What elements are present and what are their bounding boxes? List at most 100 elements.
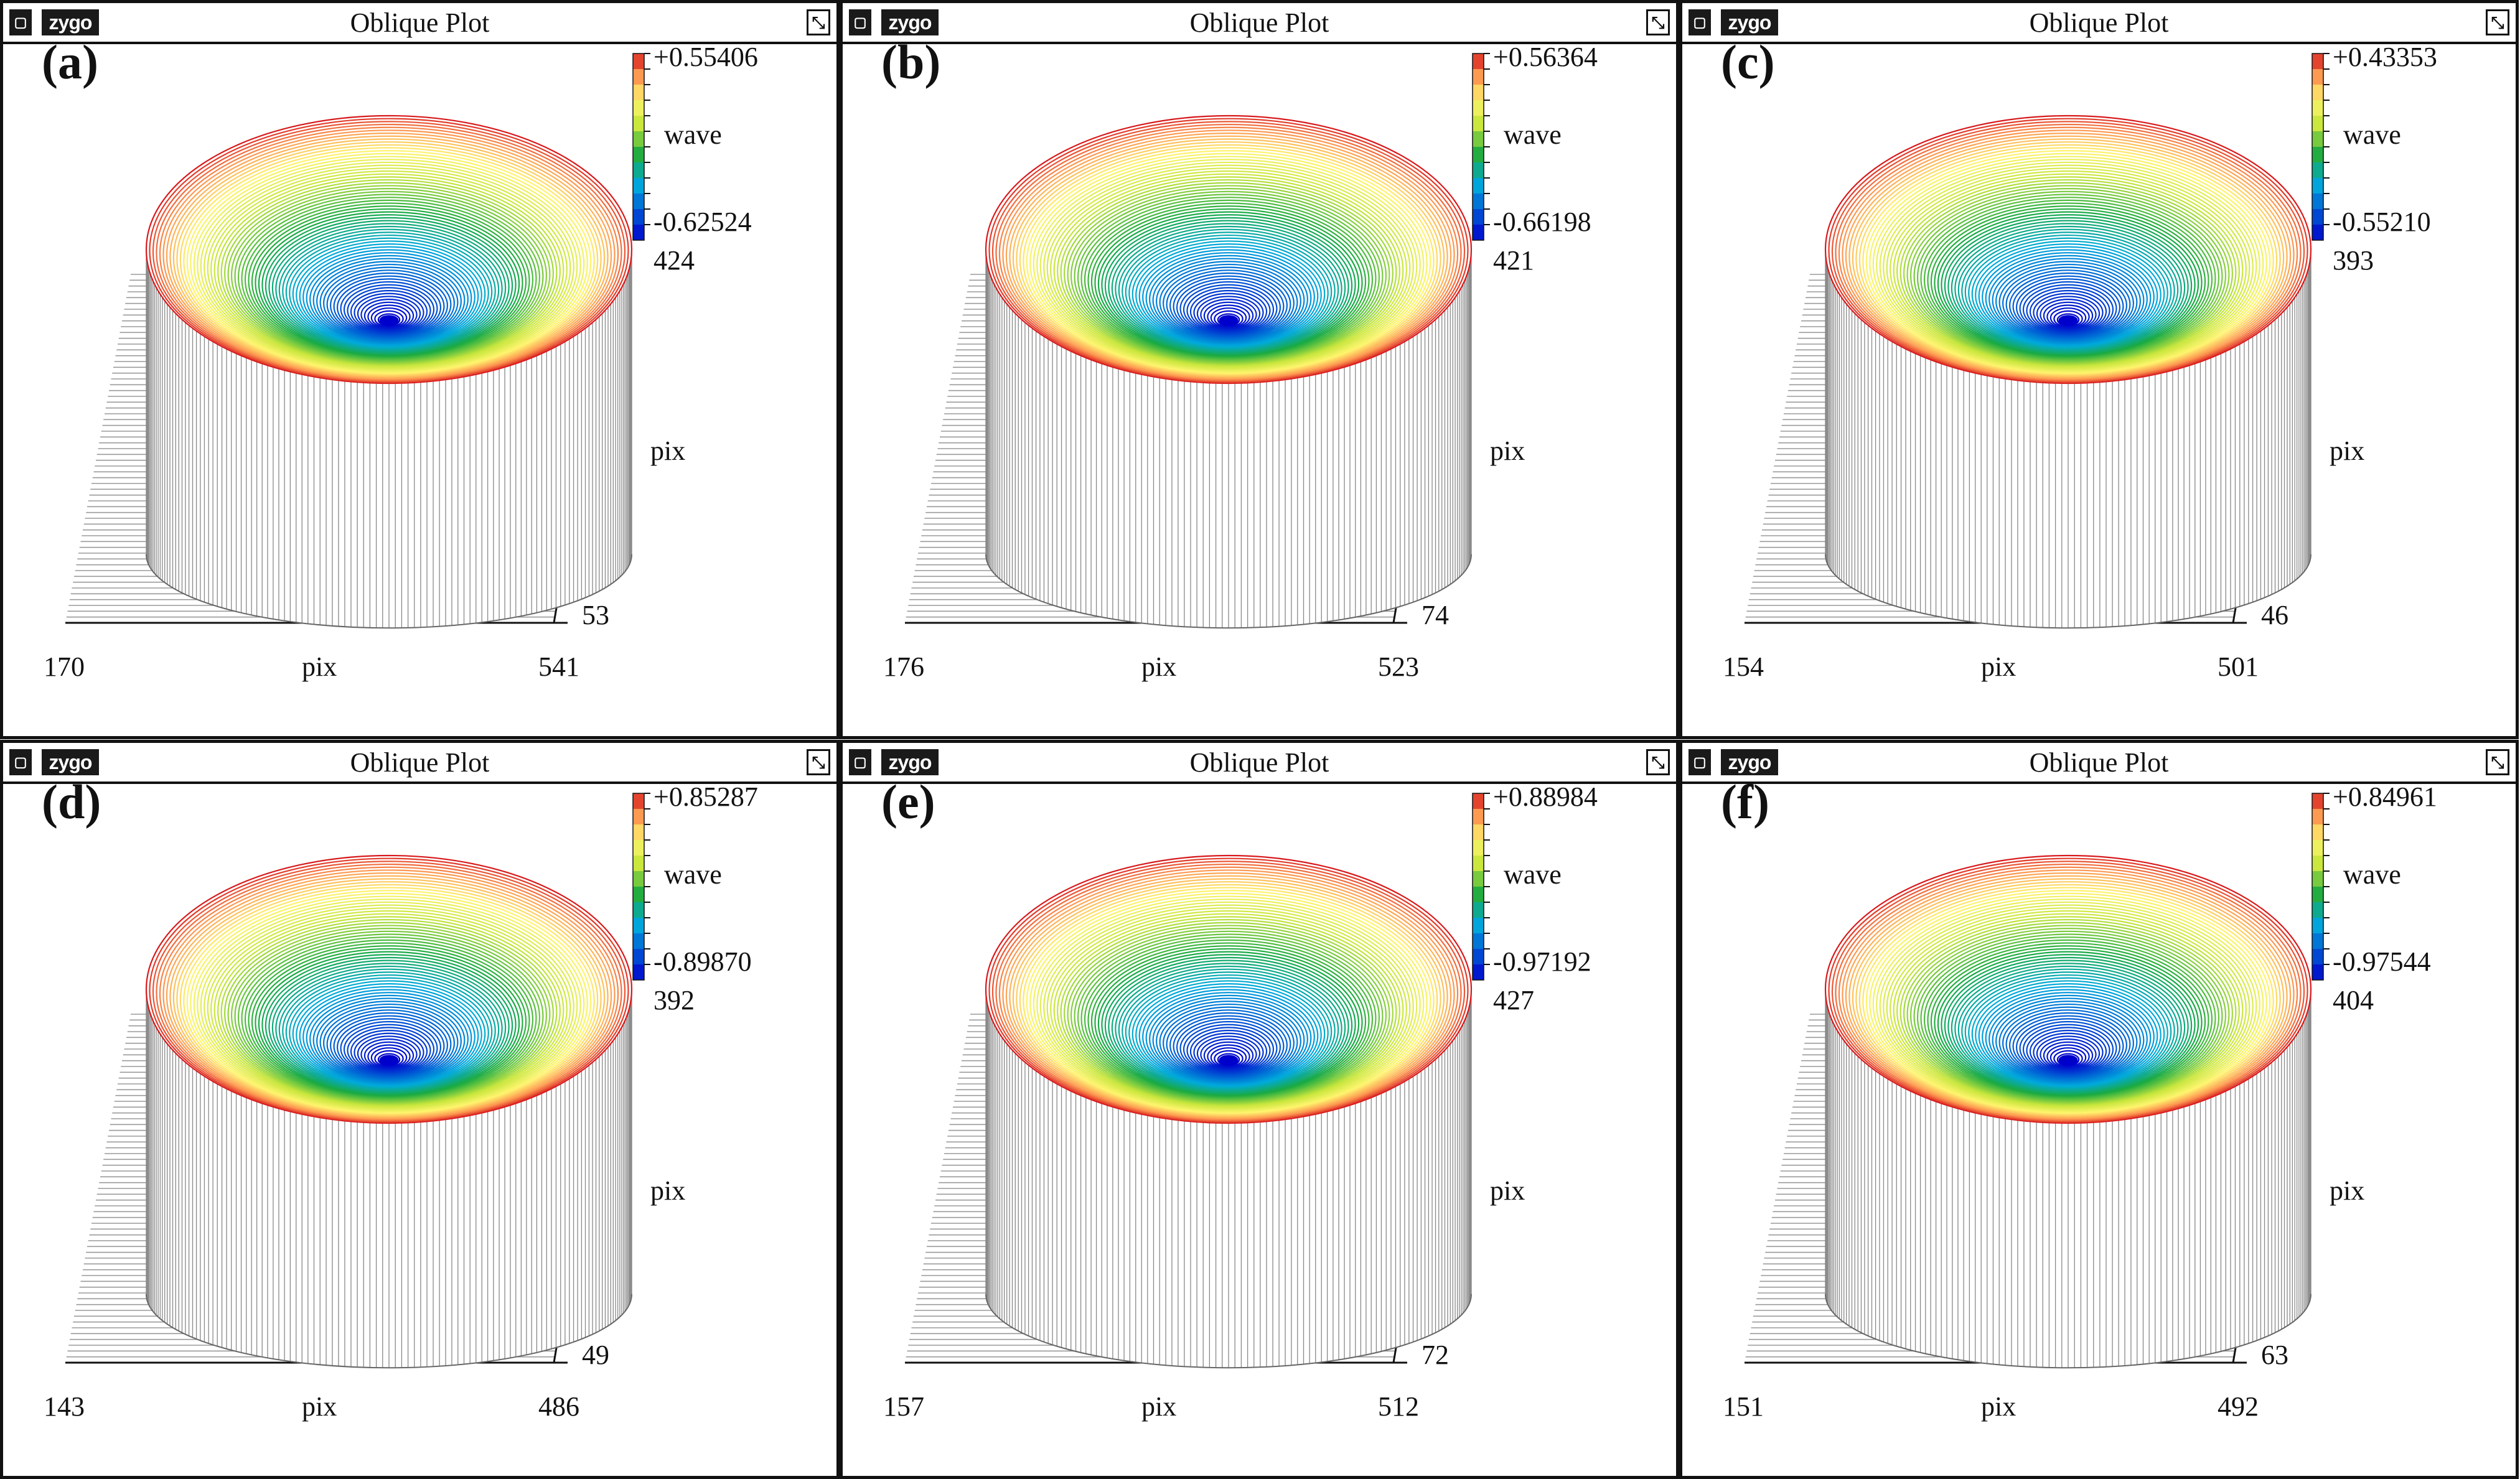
contour-ring [1016, 141, 1441, 376]
contour-ring [340, 281, 438, 336]
system-menu-button[interactable]: ▢ [849, 749, 871, 775]
contour-ring [1920, 936, 2216, 1101]
color-scale-segment [1473, 209, 1484, 225]
window-title: Oblique Plot [2029, 7, 2169, 38]
contour-ring [1016, 881, 1441, 1116]
contour-ring [1865, 150, 2271, 374]
contour-ring [1189, 289, 1268, 334]
contour-ring [2005, 269, 2131, 340]
panel-label: (a) [42, 44, 98, 89]
surface-contours [145, 114, 633, 385]
contour-ring [1835, 123, 2302, 382]
contour-ring [367, 1044, 411, 1069]
contour-ring [1995, 261, 2141, 342]
contour-ring [333, 1015, 445, 1078]
contour-ring [1207, 1044, 1250, 1069]
contour-ring [1046, 167, 1411, 369]
contour-ring [2029, 289, 2107, 334]
color-scale-segment [1473, 178, 1484, 194]
window-resize-button[interactable]: ⤡ [2486, 749, 2509, 775]
contour-ring [1899, 918, 2237, 1106]
contour-ring [220, 918, 558, 1106]
contour-ring [159, 126, 619, 381]
contour-ring [162, 129, 616, 380]
contour-ring [296, 243, 482, 347]
contour-ring [316, 261, 462, 342]
wall-base [146, 1294, 632, 1369]
contour-ring [230, 188, 548, 363]
color-scale [632, 53, 650, 241]
contour-ring [1828, 118, 2308, 383]
contour-ring [2033, 1032, 2104, 1073]
zygo-logo: zygo [42, 749, 99, 775]
contour-ring [319, 263, 459, 341]
window-resize-button[interactable]: ⤡ [807, 749, 830, 775]
contour-ring [289, 237, 489, 348]
panel-label: (c) [1721, 44, 1775, 89]
contour-ring [176, 141, 602, 376]
system-menu-button[interactable]: ▢ [849, 9, 871, 35]
contour-ring [1998, 1003, 2138, 1081]
oblique-surface-plot: (e) +0.88984 wave -0.97192 427 pix 72 157 pix 512 [881, 784, 1598, 1422]
contour-ring [1923, 199, 2213, 360]
color-scale-segment [1473, 162, 1484, 179]
contour-ring [1145, 252, 1312, 345]
contour-ring [1978, 246, 2158, 346]
contour-ring [1982, 249, 2155, 345]
system-menu-button[interactable]: ▢ [9, 9, 32, 35]
contour-ring [2026, 1027, 2110, 1074]
contour-ring [1883, 904, 2254, 1109]
contour-ring [1998, 263, 2138, 341]
contour-ring [258, 211, 520, 357]
contour-ring [2008, 1012, 2128, 1078]
window-resize-button[interactable]: ⤡ [1646, 9, 1670, 35]
contour-ring [1002, 869, 1455, 1120]
color-scale-segment [633, 949, 644, 965]
contour-ring [1094, 948, 1363, 1097]
contour-ring [282, 231, 496, 350]
contour-ring [2026, 287, 2110, 334]
contour-ring [1039, 901, 1418, 1111]
contour-ring [985, 854, 1473, 1124]
contour-ring [1947, 959, 2189, 1094]
contour-ring [230, 928, 548, 1103]
color-scale-segment [2312, 54, 2323, 70]
system-menu-button[interactable]: ▢ [9, 749, 32, 775]
contour-ring [357, 1035, 421, 1071]
window-resize-button[interactable]: ⤡ [1646, 749, 1670, 775]
plot-panel: ▢ zygo Oblique Plot ⤡ (d) +0.85287 wave -0.8987… [0, 740, 840, 1479]
contour-ring [278, 228, 500, 352]
color-scale-segment [1473, 131, 1484, 147]
contour-ring [1858, 144, 2278, 376]
zunit-label: wave [1504, 859, 1562, 890]
contour-ring [1927, 202, 2209, 359]
contour-ring [299, 986, 479, 1086]
system-menu-button[interactable]: ▢ [1689, 9, 1711, 35]
contour-ring [1855, 141, 2281, 376]
system-menu-button[interactable]: ▢ [1689, 749, 1711, 775]
color-scale-segment [633, 871, 644, 887]
color-scale-segment [1473, 918, 1484, 934]
contour-ring [1012, 138, 1445, 378]
zunit-label: wave [2343, 119, 2401, 150]
contour-ring [1838, 126, 2298, 381]
contour-ring [1115, 965, 1342, 1092]
contour-ring [2046, 304, 2090, 329]
window-resize-button[interactable]: ⤡ [2486, 9, 2509, 35]
contour-ring [1019, 144, 1438, 376]
zmin-label: -0.62524 [653, 207, 752, 237]
contour-ring [1876, 898, 2260, 1111]
contour-ring [265, 217, 513, 355]
contour-ring [316, 1001, 462, 1082]
contour-ring [292, 980, 486, 1088]
contour-ring [1957, 968, 2179, 1091]
window-resize-button[interactable]: ⤡ [807, 9, 830, 35]
contour-ring [1988, 254, 2148, 343]
contour-ring [1162, 266, 1295, 340]
zygo-logo: zygo [881, 9, 939, 35]
contour-ring [1084, 199, 1374, 360]
x-axis-title: pix [1141, 651, 1176, 682]
contour-ring [1842, 129, 2295, 380]
y-axis-title: pix [2330, 1175, 2364, 1206]
color-scale-segment [1473, 809, 1484, 825]
